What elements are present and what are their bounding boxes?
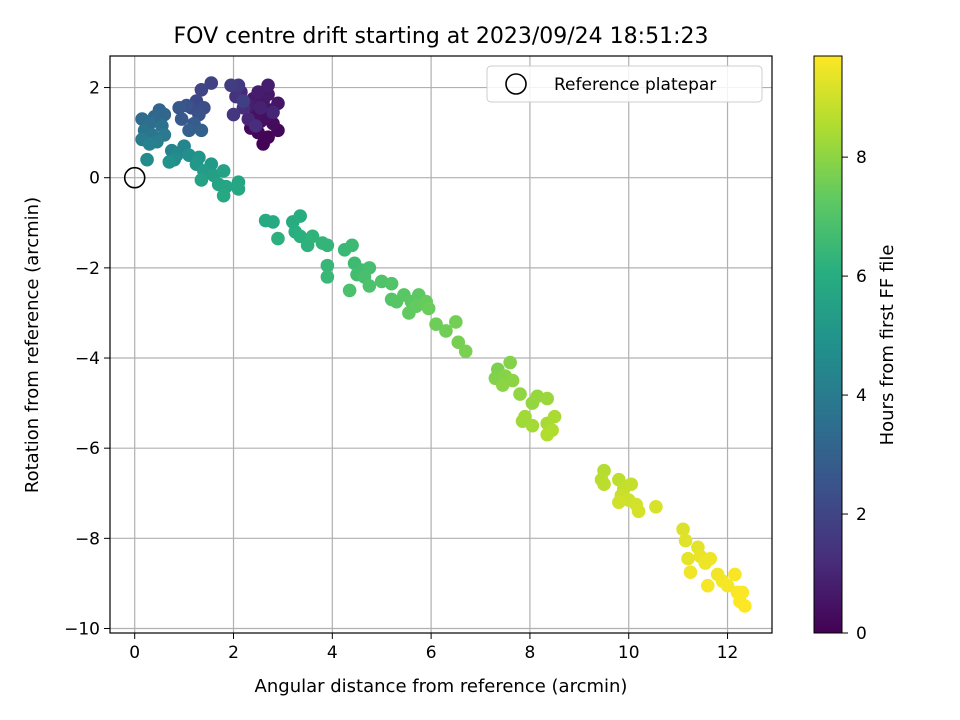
data-point — [204, 76, 219, 90]
data-point — [226, 107, 241, 122]
data-point — [320, 238, 335, 253]
data-point — [525, 418, 540, 433]
data-point — [421, 301, 436, 316]
data-point — [703, 551, 718, 566]
x-tick-label: 0 — [129, 643, 140, 663]
data-point — [261, 78, 275, 93]
y-axis-label: Rotation from reference (arcmin) — [22, 197, 43, 493]
legend-label: Reference platepar — [554, 75, 716, 95]
data-point — [251, 85, 266, 99]
data-point — [194, 83, 209, 97]
data-point — [631, 504, 646, 519]
y-tick-label: −6 — [75, 439, 100, 459]
data-point — [271, 231, 285, 246]
data-point — [540, 391, 555, 406]
x-tick-label: 2 — [228, 643, 239, 663]
plot-frame — [109, 55, 773, 634]
data-point — [320, 258, 335, 273]
data-point — [142, 137, 157, 151]
x-tick-label: 10 — [618, 643, 640, 663]
data-point — [429, 317, 443, 332]
data-point — [439, 324, 453, 338]
data-point — [216, 188, 231, 203]
data-point — [681, 551, 695, 566]
colorbar-tick-label: 6 — [856, 267, 867, 287]
data-point — [342, 283, 357, 298]
data-points — [135, 76, 752, 613]
chart-title: FOV centre drift starting at 2023/09/24 … — [174, 24, 709, 49]
colorbar-tick-label: 4 — [856, 386, 867, 406]
data-point — [384, 276, 399, 291]
x-axis-label: Angular distance from reference (arcmin) — [255, 676, 628, 697]
data-point — [231, 182, 246, 196]
x-axis-ticks: 0 2 4 6 8 10 12 — [129, 633, 738, 663]
x-tick-label: 6 — [426, 643, 437, 663]
x-tick-label: 4 — [327, 643, 338, 663]
data-point — [700, 578, 715, 593]
grid-lines — [110, 56, 772, 633]
colorbar-label: Hours from first FF file — [877, 245, 898, 446]
data-point — [305, 229, 320, 244]
data-point — [649, 499, 663, 514]
x-tick-label: 12 — [717, 643, 739, 663]
data-point — [194, 173, 209, 187]
y-tick-label: 2 — [89, 79, 100, 99]
data-point — [503, 355, 517, 370]
y-tick-label: −10 — [64, 619, 100, 639]
data-point — [676, 522, 690, 537]
legend-marker — [505, 73, 527, 95]
legend-box — [486, 65, 763, 103]
data-point — [194, 123, 209, 138]
data-point — [505, 373, 520, 388]
data-point — [612, 495, 626, 510]
data-point — [720, 578, 735, 593]
data-point — [224, 78, 238, 93]
colorbar: 0 2 4 6 8 Hours from first FF file — [813, 55, 898, 644]
data-point — [451, 335, 466, 350]
reference-marker — [123, 166, 146, 189]
colorbar-tick-label: 0 — [856, 624, 867, 644]
data-point — [293, 229, 308, 244]
data-point — [266, 215, 280, 229]
data-point — [140, 152, 154, 167]
data-point — [540, 427, 555, 442]
data-point — [362, 279, 377, 293]
data-point — [345, 238, 359, 253]
data-point — [172, 101, 186, 115]
data-point — [728, 567, 742, 582]
data-point — [683, 565, 698, 579]
y-axis-ticks: 2 0 −2 −4 −6 −8 −10 — [64, 79, 110, 639]
data-point — [320, 270, 335, 284]
data-point — [458, 344, 473, 359]
data-point — [518, 409, 532, 424]
colorbar-gradient — [813, 55, 843, 634]
data-point — [162, 155, 177, 169]
y-tick-label: −2 — [75, 259, 100, 279]
data-point — [266, 105, 280, 120]
data-point — [248, 119, 263, 133]
data-point — [678, 533, 693, 548]
colorbar-ticks: 0 2 4 6 8 — [842, 148, 867, 644]
colorbar-tick-label: 8 — [856, 148, 867, 168]
data-point — [547, 409, 562, 424]
y-tick-label: −8 — [75, 529, 100, 549]
y-tick-label: −4 — [75, 349, 100, 369]
legend: Reference platepar — [486, 65, 763, 103]
data-point — [253, 101, 268, 115]
data-point — [174, 112, 189, 126]
data-point — [738, 599, 752, 613]
y-tick-label: 0 — [89, 169, 100, 189]
data-point — [449, 315, 463, 329]
data-point — [236, 94, 251, 108]
data-point — [624, 477, 639, 492]
data-point — [182, 123, 196, 138]
colorbar-tick-label: 2 — [856, 505, 867, 525]
data-point — [216, 164, 231, 178]
data-point — [513, 387, 527, 401]
x-tick-label: 8 — [525, 643, 536, 663]
data-point — [293, 209, 308, 223]
data-point — [597, 477, 611, 492]
